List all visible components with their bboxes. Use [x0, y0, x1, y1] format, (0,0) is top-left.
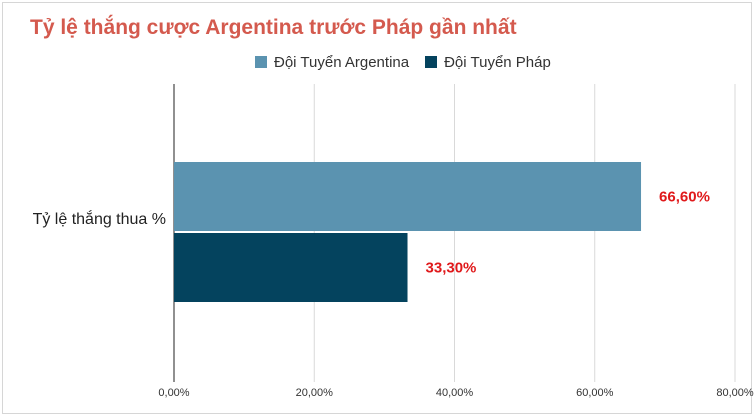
x-tick-label: 40,00% — [436, 387, 474, 399]
x-tick-label: 0,00% — [158, 387, 189, 399]
category-label: Tỷ lệ thắng thua % — [32, 211, 166, 228]
legend-swatch-argentina — [255, 56, 267, 68]
legend-item-argentina: Đội Tuyển Argentina — [255, 54, 409, 71]
legend-swatch-phap — [425, 56, 438, 68]
chart-legend: Đội Tuyển Argentina Đội Tuyển Pháp — [255, 52, 567, 72]
legend-label-argentina: Đội Tuyển Argentina — [274, 53, 410, 71]
bar-phap — [174, 233, 408, 302]
x-tick-label: 60,00% — [576, 387, 614, 399]
data-label-argentina: 66,60% — [659, 189, 710, 206]
chart-title: Tỷ lệ thắng cược Argentina trước Pháp gầ… — [30, 16, 517, 39]
data-label-phap: 33,30% — [426, 260, 477, 277]
legend-label-phap: Đội Tuyển Pháp — [444, 53, 551, 71]
x-tick-label: 20,00% — [296, 387, 334, 399]
x-tick-label: 80,00% — [716, 387, 754, 399]
legend-item-phap: Đội Tuyển Pháp — [425, 54, 551, 71]
bar-argentina — [174, 162, 642, 231]
